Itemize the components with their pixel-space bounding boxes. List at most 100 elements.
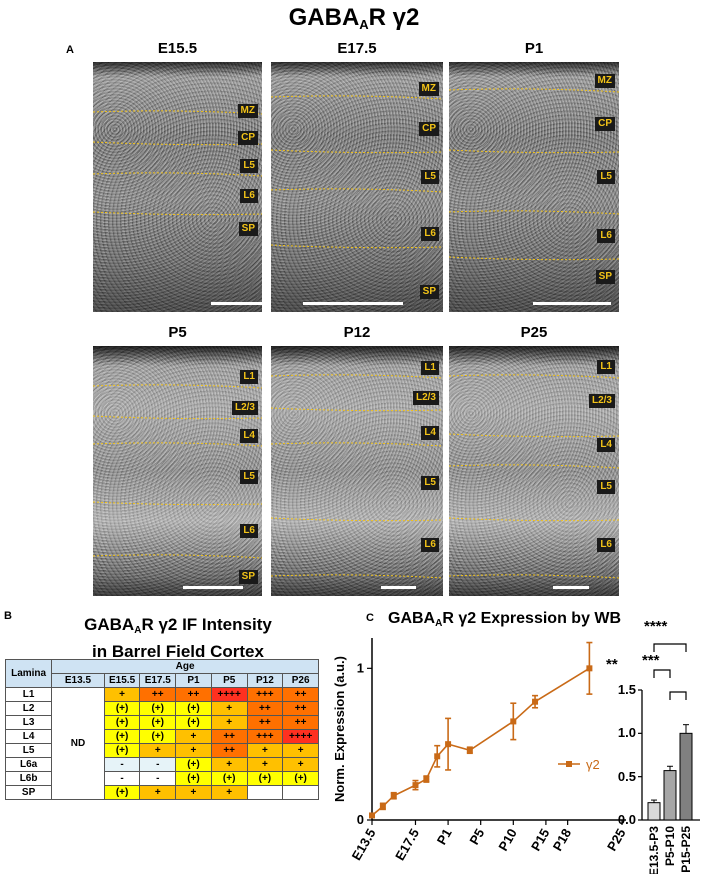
layer-label: SP <box>419 285 439 299</box>
micrograph-title-p25: P25 <box>520 324 548 341</box>
title-sub: A <box>359 17 369 32</box>
intensity-cell: + <box>175 785 212 800</box>
y-axis-label: Norm. Expression (a.u.) <box>332 656 347 802</box>
layer-boundary-line <box>271 374 443 379</box>
x-tick-label: E13.5 <box>349 826 379 863</box>
layer-boundary-line <box>271 407 443 412</box>
layer-boundary-line <box>271 442 443 447</box>
data-point <box>586 665 593 672</box>
y-tick-label: 1 <box>357 660 364 675</box>
intensity-cell: + <box>175 743 212 758</box>
bar <box>679 732 693 821</box>
intensity-cell: - <box>139 757 177 772</box>
layer-label: SP <box>238 570 258 584</box>
layer-boundary-line <box>271 188 443 193</box>
micrograph-p5: L1 L2/3 L4 L5 L6 SP <box>93 346 262 596</box>
micrograph-p12: L1 L2/3 L4 L5 L6 <box>271 346 443 596</box>
intensity-cell: (+) <box>139 729 177 744</box>
significance-bracket <box>669 691 687 700</box>
bar-y-tick-label: 1.0 <box>617 725 636 741</box>
layer-boundary-line <box>271 95 443 100</box>
intensity-cell: (+) <box>139 701 177 716</box>
lamina-header: Lamina <box>4 659 53 688</box>
x-tick-label: P10 <box>495 826 520 854</box>
lamina-cell: L3 <box>4 715 53 730</box>
layer-boundaries <box>449 374 619 579</box>
x-tick-label: P1 <box>434 826 455 847</box>
age-col-header: P1 <box>175 673 212 688</box>
x-tick-label: P18 <box>550 826 575 854</box>
data-point <box>466 747 473 754</box>
bar <box>647 802 661 821</box>
intensity-cell: - <box>103 757 141 772</box>
micrograph-texture <box>93 62 262 312</box>
x-tick-label: E17.5 <box>392 826 422 863</box>
line-chart: 0 1 Norm. Expression (a.u.) E13.5 E17.5 P1 P5 P… <box>332 638 629 863</box>
panel-letter-c: C <box>366 612 374 624</box>
chart-title: GABAAR γ2 Expression by WB <box>388 610 708 629</box>
layer-boundary-line <box>449 88 619 93</box>
age-col-header: E17.5 <box>139 673 177 688</box>
scale-bar <box>381 586 416 589</box>
micrograph-title-p5: P5 <box>168 324 187 341</box>
layer-label: L6 <box>597 538 615 552</box>
significance-label: ** <box>606 656 618 673</box>
legend-marker <box>566 761 572 767</box>
layer-label: L2/3 <box>231 401 258 415</box>
table-header-row: Lamina Age <box>4 659 319 688</box>
intensity-cell: ++ <box>210 729 248 744</box>
scale-bar <box>183 586 243 589</box>
data-point <box>532 698 539 705</box>
x-tick-label: P25 <box>604 826 629 854</box>
micrograph-texture <box>271 346 443 596</box>
intensity-cell: + <box>246 757 284 772</box>
micrograph-title-e175: E17.5 <box>337 40 377 57</box>
layer-boundary-line <box>449 517 619 522</box>
lamina-cell: L1 <box>4 687 53 702</box>
layer-boundary-line <box>449 210 619 215</box>
layer-boundary-line <box>93 211 262 216</box>
significance-bracket <box>653 643 687 652</box>
table-age-row: E13.5 E15.5 E17.5 P1 P5 P12 P26 <box>6 673 319 688</box>
micrograph-title-p12: P12 <box>343 324 371 341</box>
layer-boundary-line <box>93 384 262 389</box>
scale-bar <box>533 302 611 305</box>
intensity-cell: +++ <box>246 687 284 702</box>
layer-label: L4 <box>240 429 258 443</box>
bar-category-label: P5-P10 <box>663 826 677 866</box>
layer-boundary-line <box>449 149 619 154</box>
table-row: SP (+) + + + <box>4 785 319 800</box>
layer-boundary-line <box>93 415 262 420</box>
lamina-cell: L2 <box>4 701 53 716</box>
layer-boundary-line <box>93 442 262 447</box>
intensity-cell: + <box>282 757 319 772</box>
intensity-cell: ++ <box>246 715 284 730</box>
layer-label: MZ <box>594 74 615 88</box>
intensity-cell: + <box>282 743 319 758</box>
data-point <box>445 741 452 748</box>
data-point <box>379 803 386 810</box>
intensity-cell: (+) <box>175 771 212 786</box>
layer-boundary-line <box>93 141 262 146</box>
micrograph-e175: MZ CP L5 L6 SP <box>271 62 443 312</box>
layer-boundary-line <box>93 554 262 559</box>
table-title: GABAAR γ2 IF Intensity in Barrel Field C… <box>0 614 356 662</box>
significance-label: *** <box>642 652 660 669</box>
bar-y-tick-label: 0.0 <box>617 812 636 827</box>
age-col-header: E13.5 <box>51 673 105 688</box>
intensity-cell: ++++ <box>282 729 319 744</box>
intensity-cell: + <box>210 701 248 716</box>
lamina-cell: L4 <box>4 729 53 744</box>
scale-bar <box>211 302 262 305</box>
bar-y-tick-label: 0.5 <box>617 768 636 784</box>
lamina-cell: L6a <box>4 757 53 772</box>
micrograph-texture <box>449 346 619 596</box>
x-tick-label: P15 <box>528 826 553 854</box>
layer-boundary-line <box>93 172 262 177</box>
layer-label: SP <box>238 222 258 236</box>
layer-label: L6 <box>421 227 439 241</box>
data-point <box>412 782 419 789</box>
layer-boundary-line <box>271 517 443 522</box>
figure-title: GABAAR γ2 <box>0 4 708 32</box>
panel-letter-a: A <box>66 44 74 56</box>
